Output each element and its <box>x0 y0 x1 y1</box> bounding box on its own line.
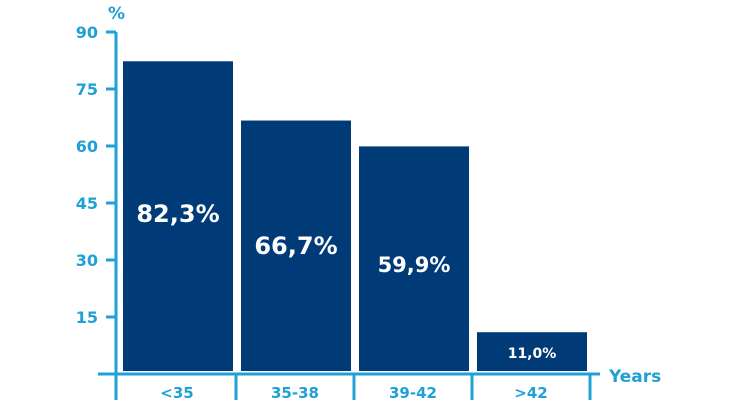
x-tick-label-4: >42 <box>514 384 547 402</box>
y-tick-label-30: 30 <box>76 251 98 270</box>
y-tick-label-60: 60 <box>76 137 98 156</box>
bar-data-label-3: 59,9% <box>378 253 451 277</box>
x-tick-label-1: <35 <box>160 384 193 402</box>
y-tick-label-45: 45 <box>76 194 98 213</box>
y-axis-label: % <box>108 4 125 24</box>
bar-1 <box>123 61 233 371</box>
bar-3 <box>359 146 469 371</box>
y-tick-label-75: 75 <box>76 80 98 99</box>
bar-data-label-2: 66,7% <box>254 232 337 260</box>
bar-data-label-4: 11,0% <box>508 346 557 362</box>
x-axis-label: Years <box>608 367 661 387</box>
x-ticks-layer: <35 35-38 39-42 >42 <box>114 374 592 402</box>
bar-4 <box>477 332 587 371</box>
y-tick-label-90: 90 <box>76 23 98 42</box>
bar-data-label-1: 82,3% <box>136 200 219 228</box>
x-tick-label-2: 35-38 <box>271 384 319 402</box>
axes-layer <box>98 32 600 400</box>
bars-layer: 82,3% 66,7% 59,9% 11,0% <box>123 61 587 371</box>
x-tick-label-3: 39-42 <box>389 384 437 402</box>
bar-2 <box>241 120 351 371</box>
y-tick-label-15: 15 <box>76 308 98 327</box>
y-ticks-layer: 15 30 45 60 75 90 <box>76 23 116 327</box>
